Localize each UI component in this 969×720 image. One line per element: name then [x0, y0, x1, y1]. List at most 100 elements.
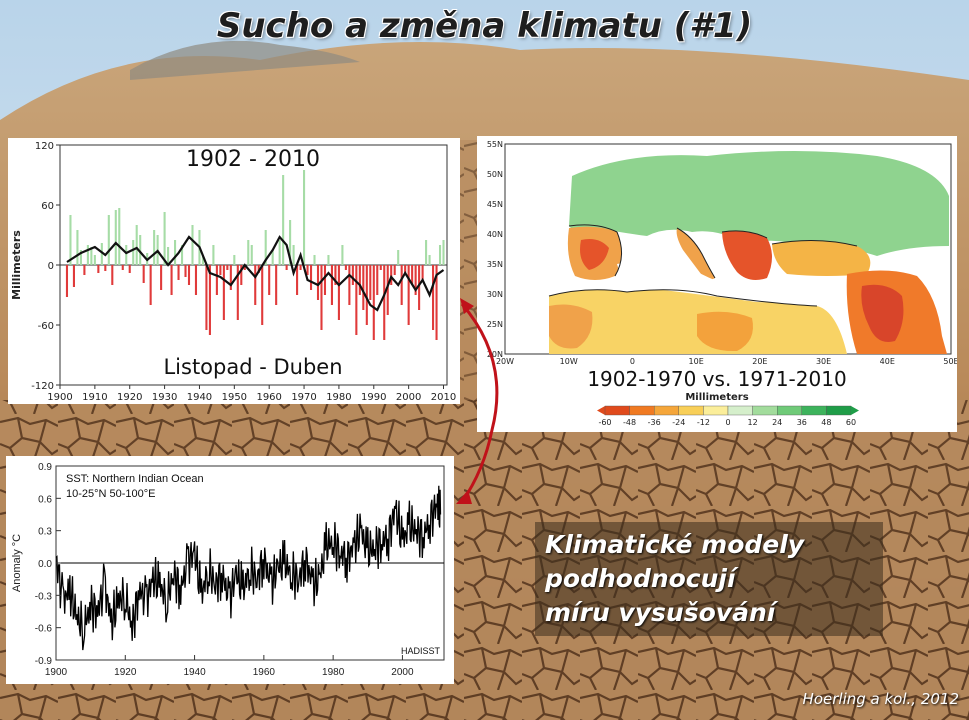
- bar-1960: [268, 265, 271, 295]
- lat-tick-label: 35N: [487, 260, 503, 269]
- bar-1914: [107, 215, 110, 265]
- legend-tick-label: -12: [697, 418, 710, 427]
- bar-1942: [205, 265, 208, 330]
- bar-1904: [72, 265, 75, 287]
- lat-tick-label: 25N: [487, 320, 503, 329]
- y-tick-label: -0.6: [35, 624, 53, 635]
- source-citation: Hoerling a kol., 2012: [802, 690, 959, 708]
- bar-1910: [93, 255, 96, 265]
- bar-1955: [250, 245, 253, 265]
- x-tick-label: 1930: [152, 392, 177, 403]
- legend-tick-label: 0: [725, 418, 730, 427]
- x-tick-label: 1940: [183, 667, 206, 678]
- legend-swatch: [629, 405, 655, 416]
- lon-tick-label: 30E: [816, 357, 831, 366]
- lon-tick-label: 20E: [752, 357, 767, 366]
- bar-1951: [236, 265, 239, 320]
- bar-1919: [125, 245, 128, 265]
- x-tick-label: 2000: [396, 392, 421, 403]
- bar-1982: [344, 265, 347, 270]
- bar-1954: [247, 240, 250, 265]
- bar-2000: [407, 265, 410, 325]
- sst-subtitle: 10-25°N 50-100°E: [66, 488, 156, 500]
- sst-anomaly-line: [55, 485, 442, 651]
- bar-1950: [233, 255, 236, 265]
- sst-y-axis-label: Anomaly °C: [11, 534, 23, 592]
- caption-line-1: Klimatické modely: [545, 530, 805, 559]
- bar-1961: [271, 250, 274, 265]
- conclusion-caption: Klimatické modely podhodnocují míru vysu…: [535, 522, 883, 636]
- y-tick-label: -120: [31, 381, 54, 392]
- x-tick-label: 2010: [431, 392, 456, 403]
- legend-tick-label: 24: [772, 418, 782, 427]
- y-tick-label: 0.0: [38, 559, 52, 570]
- smoothed-curve: [66, 235, 445, 312]
- bar-1930: [163, 212, 166, 265]
- bar-1970: [303, 170, 306, 265]
- bar-1967: [292, 245, 295, 265]
- bar-1976: [323, 265, 327, 295]
- y-tick-label: -0.9: [35, 656, 53, 667]
- bar-2002: [414, 265, 417, 295]
- bar-1988: [365, 265, 368, 325]
- chart-title: 1902 - 2010: [186, 147, 320, 172]
- connector-arrow: [456, 298, 499, 504]
- lat-tick-label: 50N: [487, 170, 503, 179]
- bar-1905: [76, 230, 79, 265]
- bar-1996: [393, 265, 396, 275]
- sahara-patch: [697, 311, 753, 352]
- caption-line-3: míru vysušování: [545, 598, 776, 627]
- y-tick-label: 120: [35, 141, 54, 152]
- bar-1993: [383, 265, 386, 340]
- lon-tick-label: 10W: [560, 357, 578, 366]
- bar-1943: [208, 265, 211, 335]
- europe-landmass: [569, 151, 949, 256]
- bar-1912: [100, 243, 103, 265]
- bar-1909: [90, 247, 93, 265]
- middle-east-core: [861, 284, 904, 342]
- bar-1991: [376, 265, 379, 295]
- bar-1946: [219, 265, 222, 275]
- legend-tick-label: 36: [797, 418, 807, 427]
- bar-1953: [243, 265, 246, 270]
- bar-1956: [254, 265, 257, 305]
- y-tick-label: -0.3: [35, 591, 53, 602]
- iberia-core: [580, 239, 609, 270]
- bar-1922: [135, 225, 138, 265]
- x-tick-label: 1950: [222, 392, 247, 403]
- bar-1931: [167, 247, 170, 265]
- lon-tick-label: 20W: [496, 357, 514, 366]
- coastlines: [548, 224, 858, 307]
- y-axis-label: Millimeters: [10, 230, 23, 300]
- bar-1935: [180, 245, 184, 265]
- bar-1952: [240, 265, 243, 285]
- sst-line-chart-panel: 0.9 0.6 0.3 0.0 -0.3 -0.6 -0.9 1900 1920 1940 196…: [6, 456, 454, 684]
- bar-1962: [275, 265, 278, 305]
- bar-1913: [104, 265, 107, 271]
- bar-1965: [285, 265, 288, 270]
- bar-1902: [65, 265, 69, 297]
- lat-tick-label: 40N: [487, 230, 503, 239]
- legend-swatch: [826, 405, 852, 416]
- x-tick-label: 1970: [291, 392, 316, 403]
- bar-1923: [139, 235, 142, 265]
- precipitation-bar-chart-panel: 120 60 0 -60 -120 1900 1910 1920 1930 1940 1950 19…: [8, 138, 460, 404]
- legend-swatch: [604, 405, 630, 416]
- x-tick-label: 1910: [82, 392, 107, 403]
- bar-1921: [132, 240, 135, 265]
- bar-1994: [386, 265, 389, 315]
- bar-1997: [397, 250, 400, 265]
- legend-tick-label: -24: [672, 418, 685, 427]
- bar-1975: [320, 265, 323, 330]
- bar-1963: [278, 240, 281, 265]
- lon-tick-label: 50E: [943, 357, 957, 366]
- legend-tick-label: -36: [648, 418, 661, 427]
- sst-title: SST: Northern Indian Ocean: [66, 473, 204, 485]
- bar-1998: [400, 265, 403, 305]
- bar-1924: [142, 265, 145, 283]
- bar-1985: [355, 265, 358, 335]
- lon-tick-label: 0: [630, 357, 635, 366]
- legend-tick-label: -48: [623, 418, 636, 427]
- y-tick-label: 0: [48, 261, 54, 272]
- bar-1984: [351, 265, 354, 285]
